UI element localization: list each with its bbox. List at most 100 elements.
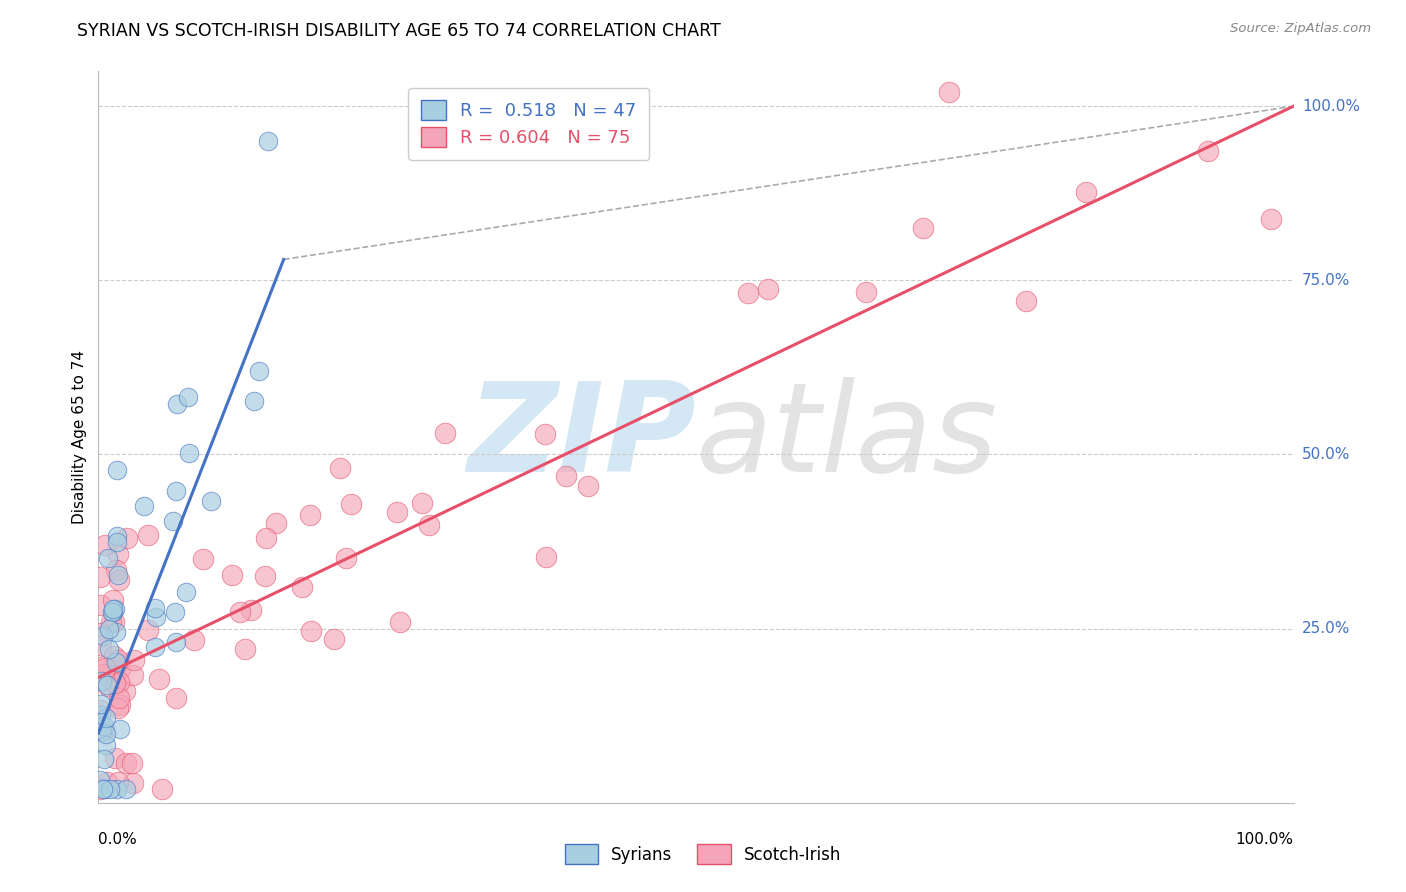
Point (101, 606, 124, 620)
Point (335, 550, 357, 565)
Point (101, 593, 124, 607)
Point (89, 569, 111, 583)
Point (93, 659, 115, 673)
Text: 100.0%: 100.0% (1302, 99, 1360, 113)
Point (107, 775, 129, 789)
Point (91, 781, 114, 796)
Point (243, 393, 266, 408)
Point (387, 505, 409, 519)
Legend: R =  0.518   N = 47, R = 0.604   N = 75: R = 0.518 N = 47, R = 0.604 N = 75 (408, 87, 650, 160)
Point (162, 514, 184, 528)
Point (411, 496, 433, 510)
Point (91, 674, 114, 689)
Point (100, 615, 122, 629)
Point (93, 723, 115, 738)
Point (97, 679, 120, 693)
Point (90, 598, 112, 612)
Point (150, 781, 173, 796)
Text: 100.0%: 100.0% (1236, 832, 1294, 847)
Point (233, 641, 256, 656)
Point (108, 675, 131, 690)
Point (143, 640, 166, 654)
Point (1260, 211, 1282, 226)
Point (89, 772, 111, 787)
Point (166, 397, 188, 411)
Point (191, 552, 214, 566)
Point (177, 446, 200, 460)
Point (433, 426, 456, 441)
Point (107, 573, 129, 587)
Point (96, 678, 118, 692)
Text: Source: ZipAtlas.com: Source: ZipAtlas.com (1230, 22, 1371, 36)
Point (148, 673, 170, 687)
Point (115, 756, 138, 770)
Point (90, 698, 112, 712)
Point (96, 775, 118, 789)
Point (94, 538, 117, 552)
Point (105, 535, 128, 549)
Legend: Syrians, Scotch-Irish: Syrians, Scotch-Irish (558, 838, 848, 871)
Point (108, 722, 131, 736)
Point (256, 134, 278, 148)
Point (94, 781, 117, 796)
Point (101, 602, 124, 616)
Point (94, 727, 117, 741)
Point (90, 638, 112, 652)
Point (103, 751, 125, 765)
Point (253, 569, 276, 583)
Point (938, 85, 960, 99)
Y-axis label: Disability Age 65 to 74: Disability Age 65 to 74 (72, 350, 87, 524)
Point (110, 662, 132, 676)
Point (165, 483, 187, 498)
Point (105, 463, 128, 477)
Point (183, 633, 205, 648)
Point (121, 756, 143, 770)
Point (89, 703, 111, 717)
Point (298, 508, 321, 522)
Text: 50.0%: 50.0% (1302, 447, 1350, 462)
Point (534, 426, 557, 441)
Point (264, 516, 287, 530)
Point (1015, 293, 1038, 308)
Point (115, 531, 138, 545)
Point (93, 667, 115, 681)
Text: SYRIAN VS SCOTCH-IRISH DISABILITY AGE 65 TO 74 CORRELATION CHART: SYRIAN VS SCOTCH-IRISH DISABILITY AGE 65… (77, 22, 721, 40)
Point (98, 781, 121, 796)
Point (136, 624, 159, 638)
Point (103, 615, 125, 629)
Point (93, 661, 115, 675)
Point (756, 282, 779, 296)
Point (134, 500, 156, 514)
Point (165, 635, 187, 649)
Point (145, 610, 167, 624)
Point (339, 496, 361, 510)
Point (107, 700, 129, 714)
Point (98, 641, 121, 656)
Point (105, 655, 128, 669)
Point (122, 668, 145, 682)
Point (90, 708, 112, 723)
Text: 75.0%: 75.0% (1302, 273, 1350, 288)
Point (174, 585, 197, 599)
Point (104, 563, 127, 577)
Point (576, 479, 599, 493)
Text: 25.0%: 25.0% (1302, 621, 1350, 636)
Point (322, 632, 344, 647)
Point (536, 549, 558, 564)
Point (329, 460, 352, 475)
Point (228, 605, 250, 619)
Point (107, 653, 129, 667)
Point (104, 602, 127, 616)
Point (105, 528, 128, 542)
Point (104, 675, 127, 690)
Point (136, 528, 159, 542)
Point (107, 568, 129, 582)
Point (221, 568, 243, 582)
Point (1074, 186, 1097, 200)
Point (96, 738, 118, 752)
Point (176, 390, 198, 404)
Point (165, 690, 187, 705)
Point (114, 684, 136, 698)
Text: ZIP: ZIP (467, 376, 696, 498)
Text: 0.0%: 0.0% (98, 832, 138, 847)
